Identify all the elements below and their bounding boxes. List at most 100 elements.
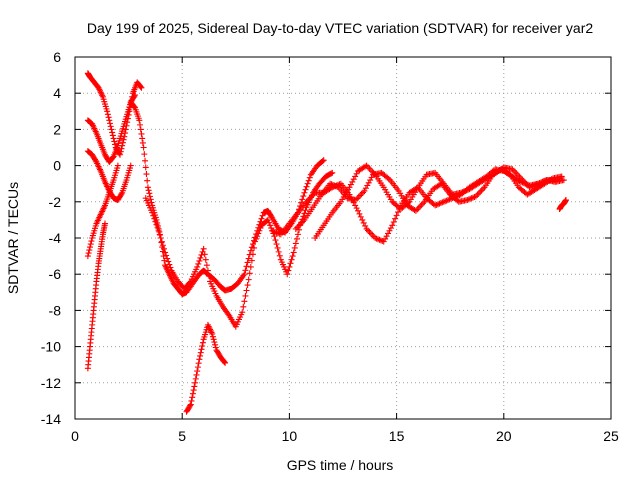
data-point — [252, 238, 259, 245]
data-point — [163, 252, 170, 259]
data-point — [352, 202, 359, 209]
data-point — [253, 235, 260, 242]
data-point — [240, 303, 247, 310]
data-point — [320, 157, 327, 164]
data-point — [305, 177, 312, 184]
data-point — [328, 181, 335, 188]
y-tick-label: -2 — [49, 194, 62, 210]
data-point — [462, 187, 469, 194]
data-point — [446, 196, 453, 203]
data-point — [377, 237, 384, 244]
data-point — [187, 401, 194, 408]
axis-ticks — [74, 56, 612, 420]
data-point — [329, 169, 336, 176]
data-point — [156, 231, 163, 238]
data-point — [255, 230, 262, 237]
data-point — [372, 235, 379, 241]
data-point — [537, 179, 544, 186]
data-point — [290, 249, 297, 256]
data-point — [192, 375, 199, 382]
data-point — [386, 227, 393, 234]
data-point — [150, 212, 157, 219]
data-point — [248, 257, 255, 264]
y-tick-label: -10 — [41, 339, 61, 355]
data-point — [540, 178, 547, 185]
data-point — [303, 183, 310, 190]
data-point — [132, 92, 139, 99]
data-point — [327, 180, 334, 187]
data-point — [88, 238, 95, 245]
data-point — [92, 157, 99, 164]
data-point — [264, 216, 271, 223]
data-point — [158, 238, 165, 245]
data-point — [245, 276, 252, 283]
data-point — [271, 233, 278, 240]
data-point — [84, 253, 91, 260]
data-point — [385, 230, 392, 237]
data-point — [206, 273, 212, 280]
data-point — [198, 346, 205, 353]
data-point — [355, 207, 362, 214]
data-point — [151, 215, 158, 222]
x-tick-label: 15 — [389, 428, 405, 444]
data-point — [542, 177, 549, 184]
data-point — [389, 222, 396, 229]
data-point — [244, 259, 251, 266]
series-track-k — [312, 162, 559, 241]
data-point — [464, 196, 471, 203]
data-point — [393, 212, 400, 219]
data-point — [107, 123, 114, 130]
data-point — [562, 196, 569, 203]
data-point — [85, 250, 92, 257]
data-point — [470, 194, 477, 201]
data-point — [242, 267, 249, 274]
data-point — [144, 177, 151, 184]
data-point — [356, 210, 363, 217]
data-point — [246, 270, 253, 277]
data-point — [147, 193, 154, 200]
data-point — [285, 267, 292, 274]
data-point — [385, 175, 392, 182]
data-point — [187, 402, 194, 409]
data-point — [432, 202, 439, 209]
data-point — [442, 198, 449, 205]
data-point — [196, 257, 203, 264]
data-point — [152, 218, 159, 225]
data-point — [186, 279, 193, 286]
data-point — [395, 209, 402, 216]
data-point — [268, 213, 275, 220]
data-point — [435, 201, 442, 208]
data-point — [272, 237, 279, 244]
y-tick-label: -14 — [41, 411, 61, 427]
data-point — [86, 247, 93, 254]
data-point — [346, 184, 353, 191]
data-point — [349, 178, 356, 185]
series-track-a — [84, 70, 145, 158]
data-point — [136, 117, 143, 124]
data-point — [437, 200, 444, 207]
data-point — [211, 339, 218, 346]
data-point — [122, 126, 129, 133]
data-point — [376, 236, 383, 243]
data-point — [189, 390, 196, 397]
x-tick-label: 10 — [282, 428, 298, 444]
data-point — [439, 199, 446, 206]
data-point — [154, 224, 161, 231]
data-point — [105, 114, 112, 121]
data-point — [188, 397, 195, 404]
data-point — [167, 264, 174, 271]
data-point — [383, 233, 390, 240]
data-point — [353, 205, 360, 212]
data-point — [164, 255, 171, 262]
data-point — [533, 181, 540, 188]
data-point — [268, 225, 275, 232]
data-point — [249, 251, 256, 258]
data-point — [405, 200, 412, 207]
data-point — [147, 196, 154, 203]
data-point — [194, 368, 201, 375]
x-tick-label: 25 — [603, 428, 619, 444]
data-point — [120, 136, 127, 143]
data-point — [162, 249, 169, 256]
data-point — [118, 145, 125, 152]
